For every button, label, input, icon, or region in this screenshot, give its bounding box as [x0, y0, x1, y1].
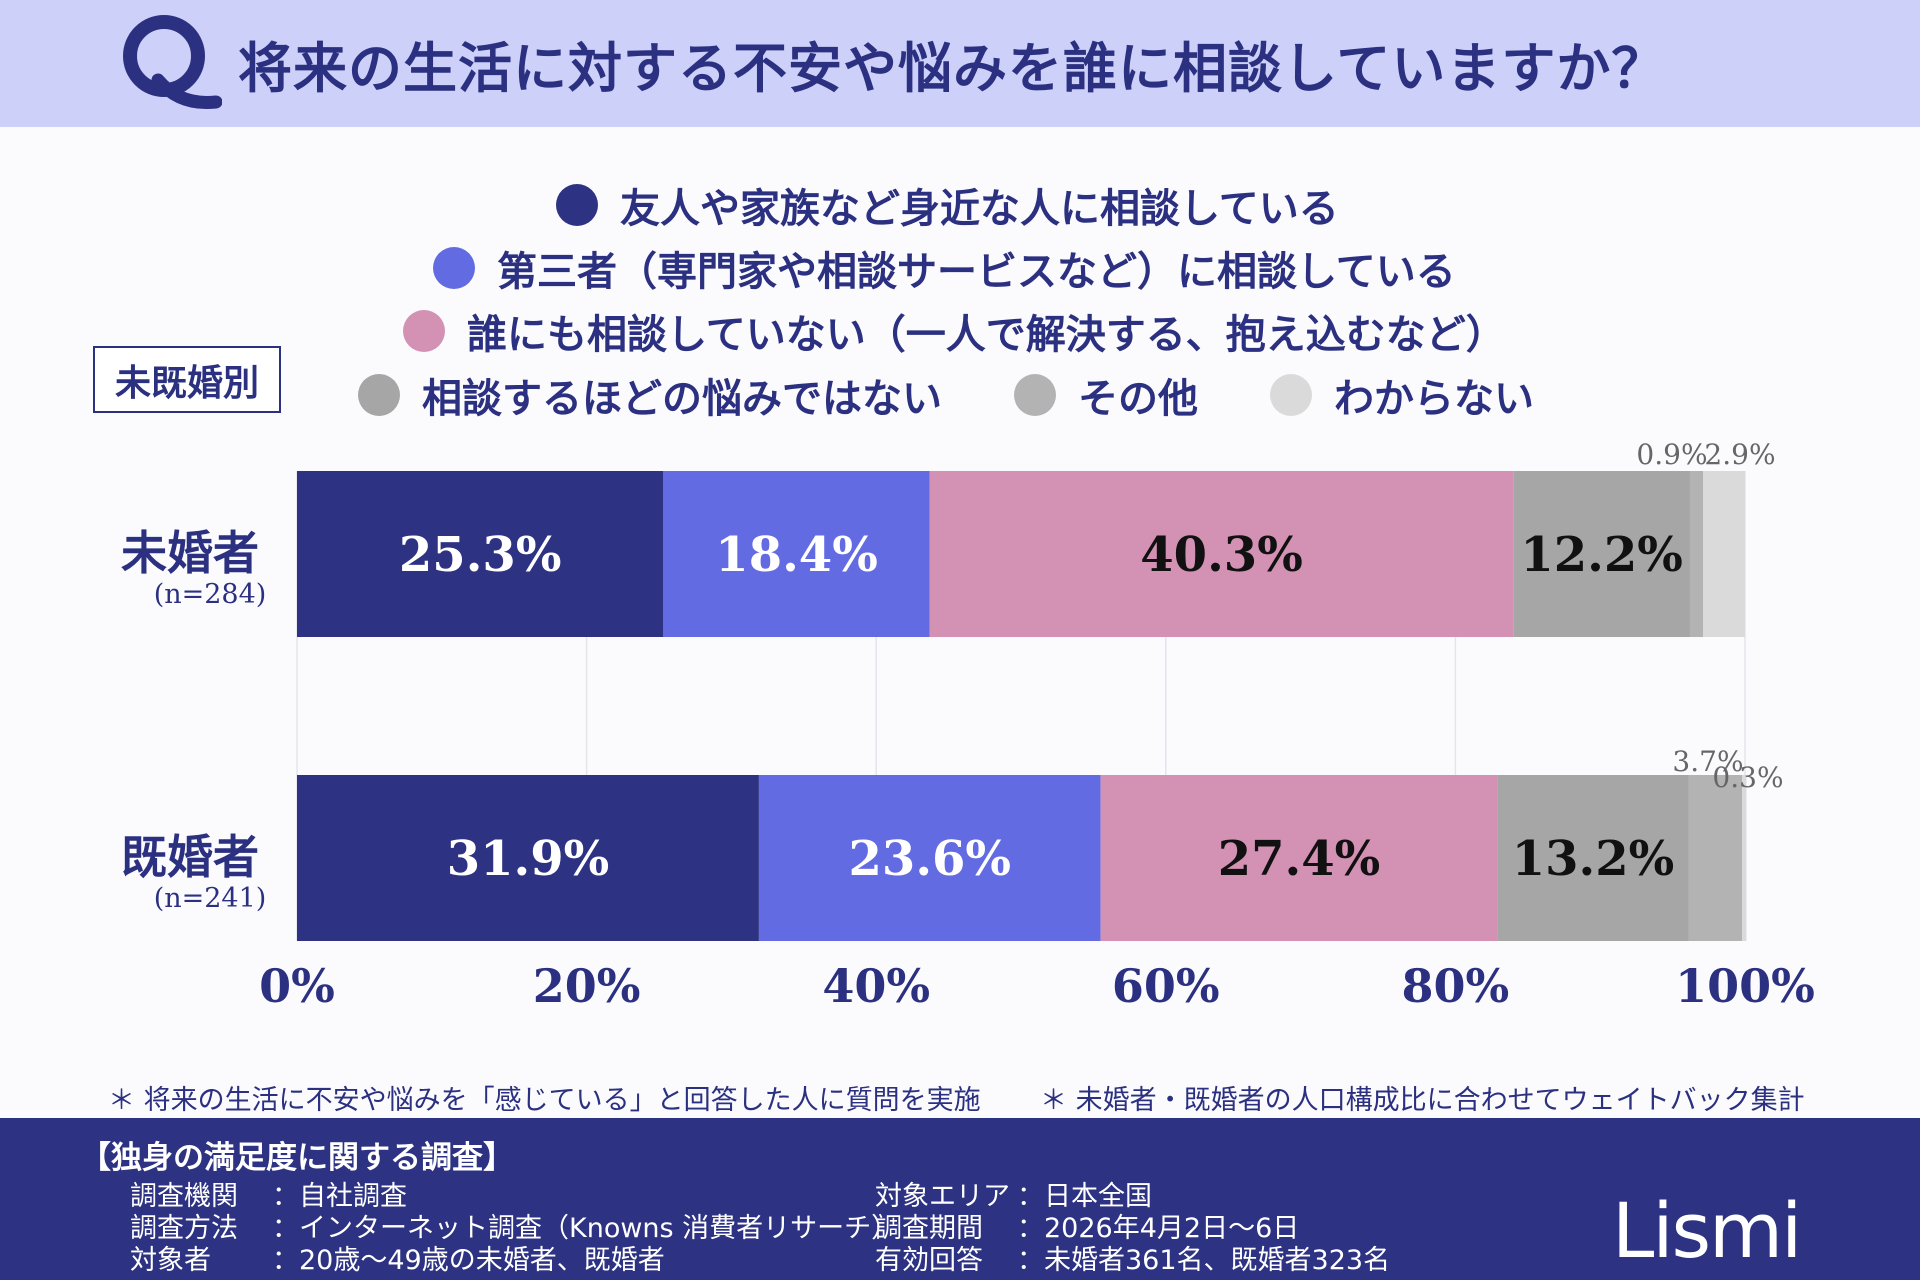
legend-dot-icon [403, 310, 445, 352]
bar-value-label: 31.9% [447, 831, 610, 887]
legend-item: その他 [1014, 366, 1198, 424]
legend-dot-icon [556, 184, 598, 226]
category-label: 既婚者 [121, 830, 259, 884]
note-2: ＊ 未婚者・既婚者の人口構成比に合わせてウェイトバック集計 [1040, 1085, 1805, 1116]
footer-key: 対象者 [130, 1245, 211, 1276]
bar-segment [297, 471, 664, 637]
footer-key: 調査方法 [130, 1213, 238, 1244]
bar-value-label: 0.3% [1712, 761, 1783, 794]
footer-value: ：日本全国 [1017, 1181, 1152, 1212]
footer-row: 対象エリア ：日本全国 [875, 1174, 1152, 1213]
legend-row-2: 第三者（専門家や相談サービスなど）に相談している [433, 239, 1528, 297]
bar-segment [1688, 775, 1743, 941]
x-tick-label: 60% [1112, 959, 1220, 1013]
x-tick-label: 80% [1402, 959, 1510, 1013]
stacked-bar-chart: 0% 20% 40% 60% 80% 100% 未婚者(n=284) 25.3% 18.4% 40… [121, 438, 1815, 1013]
bar-segment [1100, 775, 1498, 941]
bar-value-label: 18.4% [715, 527, 878, 583]
legend-dot-icon [1014, 374, 1056, 416]
bar-segment [1703, 471, 1745, 637]
bar-value-label: 40.3% [1140, 527, 1303, 583]
bar-value-label: 23.6% [849, 831, 1012, 887]
category-n-label: (n=284) [154, 579, 267, 610]
x-tick-label: 100% [1675, 959, 1815, 1013]
footer-row: 調査方法 ：インターネット調査（Knowns 消費者リサーチ） [130, 1206, 898, 1245]
bar-value-label: 25.3% [399, 527, 562, 583]
footer-value: ：未婚者361名、既婚者323名 [1017, 1245, 1391, 1276]
legend-item: 第三者（専門家や相談サービスなど）に相談している [433, 239, 1456, 297]
footer-key: 調査期間 [875, 1213, 983, 1244]
bar-value-label: 12.2% [1520, 527, 1683, 583]
survey-title: 【独身の満足度に関する調査】 [80, 1140, 514, 1176]
footer-row: 対象者 ：20歳～49歳の未婚者、既婚者 [130, 1238, 665, 1277]
bar-value-label: 27.4% [1218, 831, 1381, 887]
bar-segment [1513, 471, 1690, 637]
note-1: ＊ 将来の生活に不安や悩みを「感じている」と回答した人に質問を実施 [108, 1085, 981, 1116]
legend-dot-icon [433, 247, 475, 289]
legend-dot-icon [1270, 374, 1312, 416]
footer-key: 調査機関 [130, 1181, 238, 1212]
group-label: 未既婚別 [93, 346, 281, 413]
page-title: 将来の生活に対する不安や悩みを誰に相談していますか？ [238, 37, 1667, 100]
legend-item: 友人や家族など身近な人に相談している [556, 176, 1339, 234]
bar-segment [1497, 775, 1689, 941]
footer-value: ：2026年4月2日～6日 [1017, 1213, 1300, 1244]
legend-label: わからない [1334, 376, 1534, 422]
legend-item: 相談するほどの悩みではない [358, 366, 942, 424]
bar-segment [1742, 775, 1747, 941]
legend-row-3: 誰にも相談していない（一人で解決する、抱え込むなど） [403, 302, 1578, 360]
x-tick-label: 20% [533, 959, 641, 1013]
footer-row: 有効回答 ：未婚者361名、既婚者323名 [875, 1238, 1390, 1277]
legend-label: 相談するほどの悩みではない [422, 376, 942, 422]
bar-segment [297, 775, 759, 941]
footer-value: ：20歳～49歳の未婚者、既婚者 [272, 1245, 665, 1276]
bar-segment [663, 471, 930, 637]
lismi-logo: Lismi [1612, 1186, 1802, 1275]
footer-row: 調査機関 ：自社調査 [130, 1174, 407, 1213]
bar-segment [1689, 471, 1704, 637]
bar-value-label: 2.9% [1704, 438, 1775, 471]
question-header: 将来の生活に対する不安や悩みを誰に相談していますか？ [0, 0, 1920, 127]
footer-key: 有効回答 [875, 1245, 983, 1276]
bar-value-label: 0.9% [1636, 438, 1707, 471]
category-n-label: (n=241) [154, 883, 267, 914]
category-label: 未婚者 [121, 526, 259, 580]
legend-label: 誰にも相談していない（一人で解決する、抱え込むなど） [467, 312, 1506, 358]
footer-value: ：自社調査 [272, 1181, 407, 1212]
legend-label: 第三者（専門家や相談サービスなど）に相談している [497, 249, 1456, 295]
footer-value: ：インターネット調査（Knowns 消費者リサーチ） [272, 1213, 899, 1244]
bar-segment [758, 775, 1101, 941]
footer-row: 調査期間 ：2026年4月2日～6日 [875, 1206, 1299, 1245]
bar-value-label: 3.7% [1672, 745, 1743, 778]
survey-footer: 【独身の満足度に関する調査】 調査機関 ：自社調査 調査方法 ：インターネット調査（… [0, 1118, 1920, 1280]
x-tick-label: 40% [822, 959, 930, 1013]
footer-key: 対象エリア [875, 1181, 1010, 1212]
legend-label: 友人や家族など身近な人に相談している [620, 186, 1339, 232]
legend-row-1: 友人や家族など身近な人に相談している [556, 176, 1411, 234]
x-tick-label: 0% [259, 959, 335, 1013]
legend-item: 誰にも相談していない（一人で解決する、抱え込むなど） [403, 302, 1506, 360]
legend-dot-icon [358, 374, 400, 416]
bar-value-label: 13.2% [1512, 831, 1675, 887]
bar-segment [929, 471, 1514, 637]
legend-item: わからない [1270, 366, 1534, 424]
legend-row-4: 相談するほどの悩みではない その他 わからない [358, 366, 1606, 424]
legend-label: その他 [1078, 376, 1198, 422]
q-icon [123, 15, 222, 110]
